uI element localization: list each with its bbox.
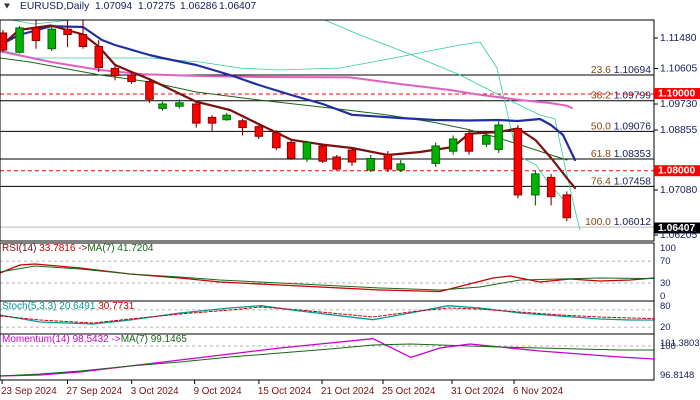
svg-text:20: 20	[660, 322, 671, 333]
svg-text:1.06286: 1.06286	[180, 1, 217, 12]
svg-text:1.06205: 1.06205	[660, 230, 697, 241]
svg-text:50.0 1.09076: 50.0 1.09076	[591, 121, 651, 132]
svg-text:100: 100	[660, 341, 676, 352]
svg-text:1.10000: 1.10000	[658, 89, 695, 100]
svg-text:9 Oct 2024: 9 Oct 2024	[194, 386, 242, 397]
svg-text:1.07080: 1.07080	[660, 185, 697, 196]
svg-text:100.0 1.06012: 100.0 1.06012	[585, 217, 651, 228]
svg-text:1.07275: 1.07275	[138, 1, 175, 12]
svg-text:27 Sep 2024: 27 Sep 2024	[67, 386, 123, 397]
svg-text:23.6 1.10694: 23.6 1.10694	[591, 65, 651, 76]
svg-text:Momentum(14) 98.5432 ->MA(7): Momentum(14) 98.5432 ->MA(7) 99.1465	[2, 334, 187, 345]
svg-text:100: 100	[660, 243, 676, 254]
svg-text:EURUSD,Daily: EURUSD,Daily	[20, 1, 90, 12]
svg-text:1.08855: 1.08855	[660, 125, 697, 136]
svg-text:1.07094: 1.07094	[95, 1, 132, 12]
svg-text:1.10605: 1.10605	[660, 64, 697, 75]
svg-text:1.06407: 1.06407	[219, 1, 256, 12]
svg-text:70: 70	[660, 256, 671, 267]
svg-text:96.8148: 96.8148	[660, 370, 694, 381]
svg-text:80: 80	[660, 301, 671, 312]
svg-text:RSI(14) 33.7816 ->MA(7) 41.72: RSI(14) 33.7816 ->MA(7) 41.7204	[2, 243, 154, 254]
svg-text:3 Oct 2024: 3 Oct 2024	[131, 386, 179, 397]
svg-text:30: 30	[660, 278, 671, 289]
svg-text:76.4 1.07458: 76.4 1.07458	[591, 176, 651, 187]
svg-text:1.11480: 1.11480	[660, 33, 697, 44]
svg-text:Stoch(5,3,3) 20.6491 30.7731: Stoch(5,3,3) 20.6491 30.7731	[2, 301, 135, 312]
svg-text:1.08000: 1.08000	[658, 166, 695, 177]
svg-text:25 Oct 2024: 25 Oct 2024	[382, 386, 436, 397]
svg-text:38.2 1.09799: 38.2 1.09799	[591, 91, 651, 102]
svg-text:6 Nov 2024: 6 Nov 2024	[513, 386, 564, 397]
svg-text:1.09730: 1.09730	[660, 99, 697, 110]
svg-text:61.8 1.08353: 61.8 1.08353	[591, 149, 651, 160]
svg-text:23 Sep 2024: 23 Sep 2024	[1, 386, 57, 397]
svg-text:15 Oct 2024: 15 Oct 2024	[258, 386, 312, 397]
svg-text:31 Oct 2024: 31 Oct 2024	[451, 386, 505, 397]
svg-text:21 Oct 2024: 21 Oct 2024	[321, 386, 375, 397]
